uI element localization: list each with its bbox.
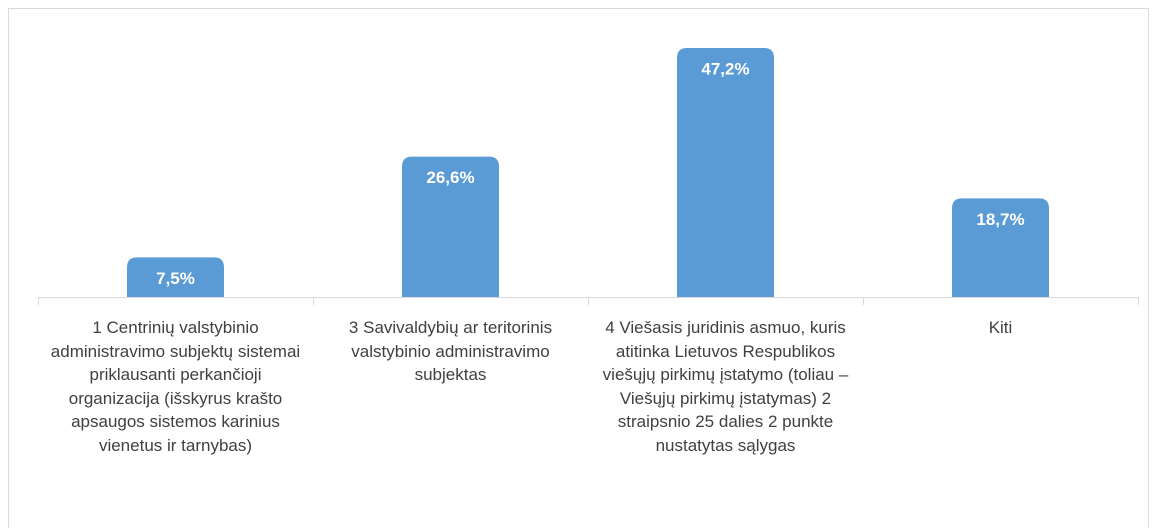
value-label: 18,7% [976,210,1024,229]
value-label: 26,6% [426,168,474,187]
value-label: 7,5% [156,269,195,288]
value-label: 47,2% [701,59,749,78]
chart-frame [8,8,1149,528]
bar [952,198,1049,297]
bar [127,257,224,297]
x-tick-label: 4 Viešasis juridinis asmuo, kuris atitin… [602,318,849,455]
x-tick-label: Kiti [988,318,1013,337]
x-tick-label: 3 Savivaldybių ar teritorinis valstybini… [348,318,553,384]
bar [402,156,499,297]
bar [677,48,774,297]
x-tick-label: 1 Centrinių valstybinio administravimo s… [50,318,301,455]
